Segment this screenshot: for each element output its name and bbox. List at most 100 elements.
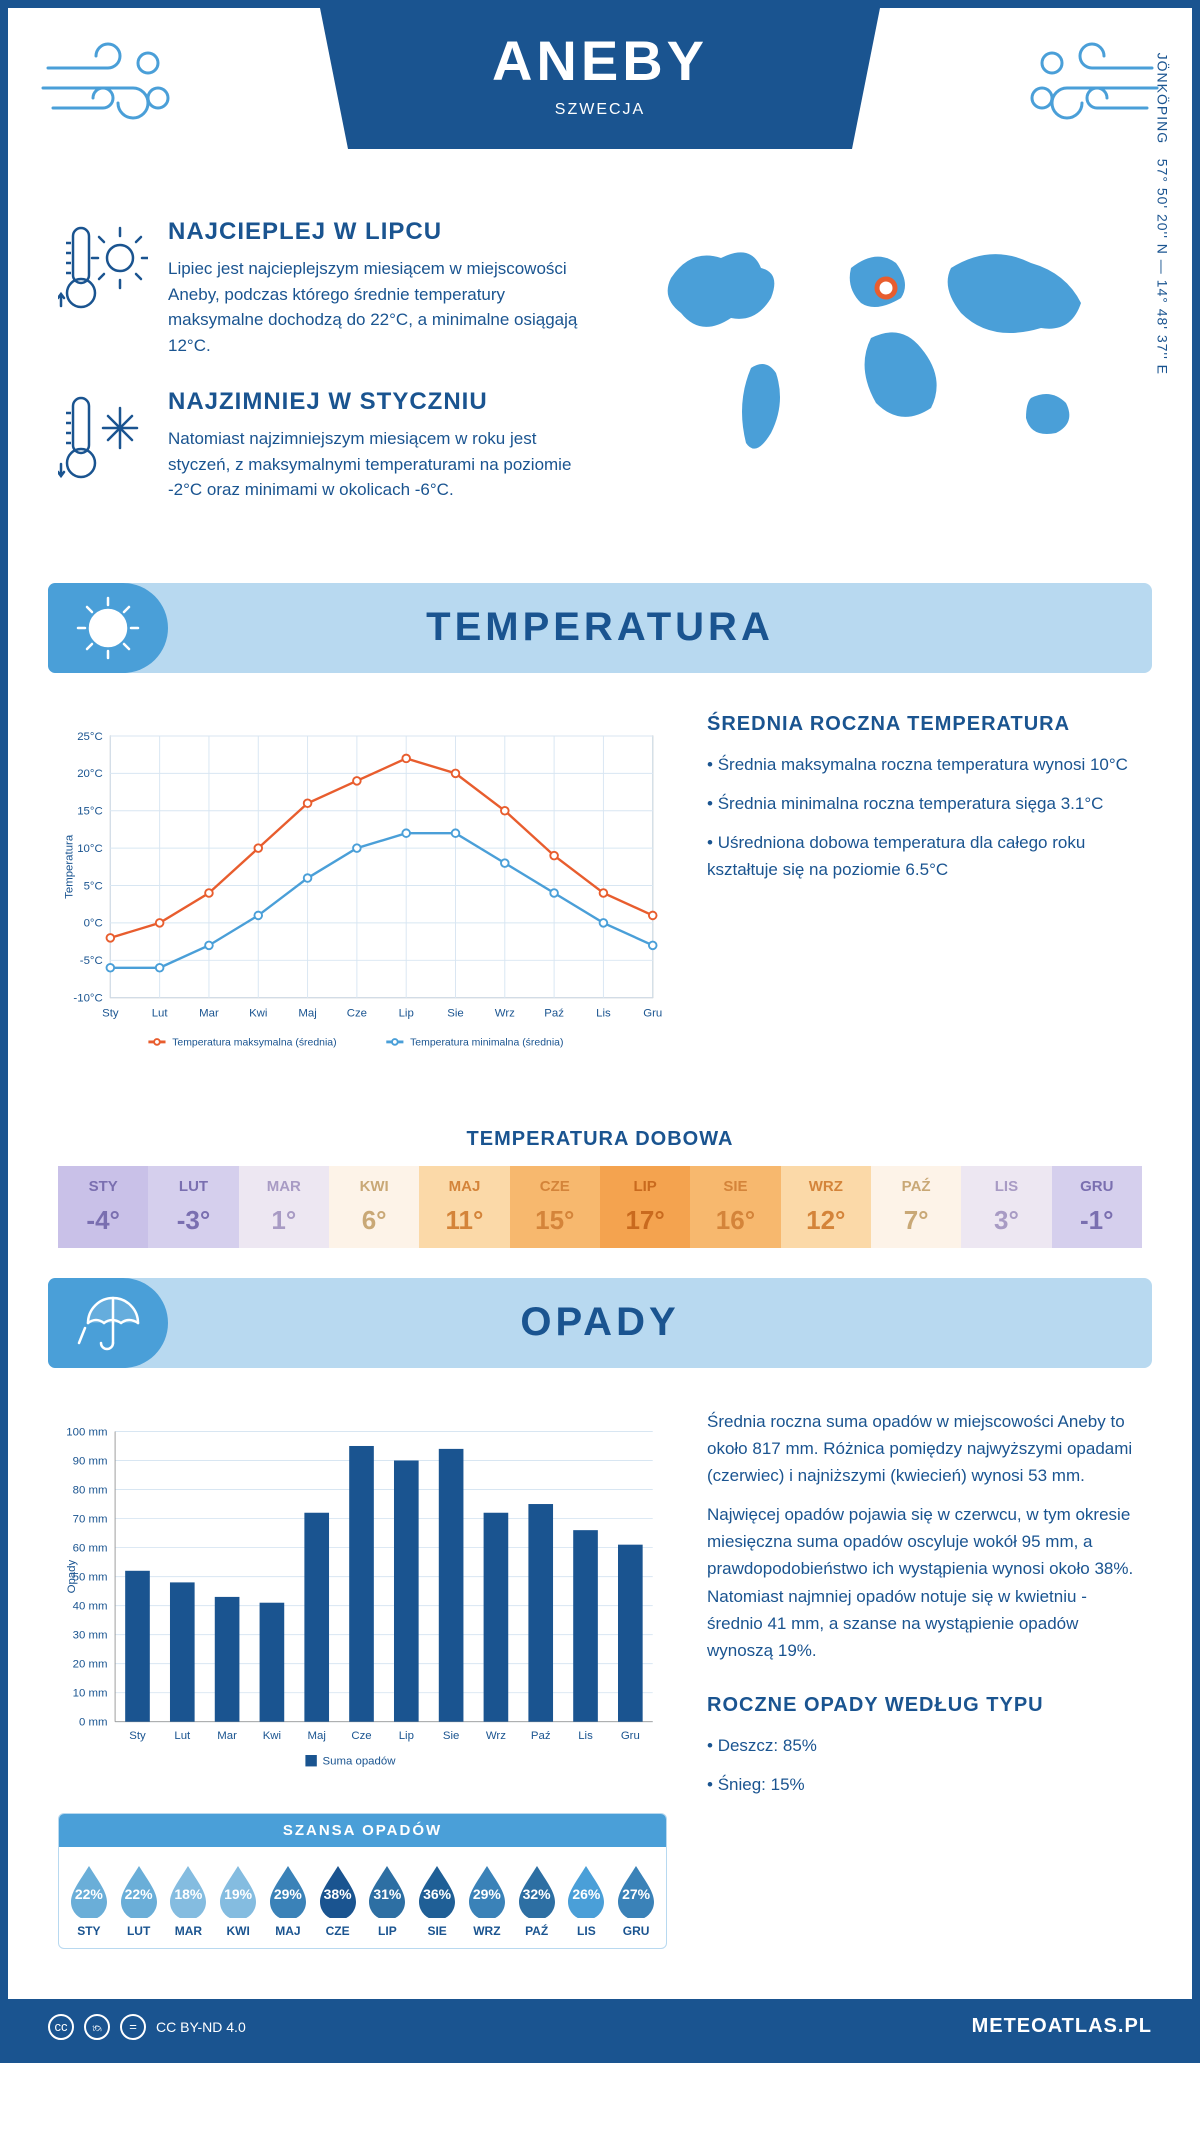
svg-text:25°C: 25°C <box>77 730 103 742</box>
section-title: OPADY <box>48 1300 1152 1345</box>
svg-text:Mar: Mar <box>217 1729 237 1741</box>
svg-text:Temperatura: Temperatura <box>63 834 75 899</box>
license: cc 🙒 = CC BY-ND 4.0 <box>48 2014 246 2040</box>
daily-temp-cell: LUT-3° <box>148 1166 238 1248</box>
by-icon: 🙒 <box>84 2014 110 2040</box>
svg-text:90 mm: 90 mm <box>73 1455 108 1467</box>
daily-temp-cell: LIP17° <box>600 1166 690 1248</box>
daily-temp-cell: WRZ12° <box>781 1166 871 1248</box>
svg-text:60 mm: 60 mm <box>73 1542 108 1554</box>
chance-cell: 36%SIE <box>412 1862 462 1938</box>
svg-text:10 mm: 10 mm <box>73 1687 108 1699</box>
chance-cell: 32%PAŹ <box>512 1862 562 1938</box>
svg-text:Paź: Paź <box>531 1729 551 1741</box>
svg-text:-10°C: -10°C <box>73 992 102 1004</box>
coordinates: JÖNKÖPING 57° 50' 20'' N — 14° 48' 37'' … <box>1154 53 1170 375</box>
chance-cell: 18%MAR <box>164 1862 214 1938</box>
chance-cell: 22%LUT <box>114 1862 164 1938</box>
cc-icon: cc <box>48 2014 74 2040</box>
country-name: SZWECJA <box>320 101 880 119</box>
chance-row: 22%STY22%LUT18%MAR19%KWI29%MAJ38%CZE31%L… <box>59 1847 666 1948</box>
chance-cell: 31%LIP <box>363 1862 413 1938</box>
fact-hot: NAJCIEPLEJ W LIPCU Lipiec jest najcieple… <box>58 218 580 358</box>
nd-icon: = <box>120 2014 146 2040</box>
chance-title: SZANSA OPADÓW <box>59 1814 666 1847</box>
svg-text:0°C: 0°C <box>84 917 103 929</box>
precip-type-title: ROCZNE OPADY WEDŁUG TYPU <box>707 1694 1142 1717</box>
wind-icon <box>38 38 178 138</box>
daily-temp-cell: CZE15° <box>510 1166 600 1248</box>
svg-text:Mar: Mar <box>199 1007 219 1019</box>
svg-text:Lip: Lip <box>399 1729 414 1741</box>
svg-text:100 mm: 100 mm <box>66 1426 107 1438</box>
temp-summary-item: Średnia minimalna roczna temperatura się… <box>707 790 1142 817</box>
city-name: ANEBY <box>320 28 880 93</box>
chance-cell: 19%KWI <box>213 1862 263 1938</box>
world-map <box>620 218 1142 498</box>
svg-text:Lis: Lis <box>596 1007 611 1019</box>
precipitation-content: 0 mm10 mm20 mm30 mm40 mm50 mm60 mm70 mm8… <box>8 1388 1192 1969</box>
temp-summary-item: Uśredniona dobowa temperatura dla całego… <box>707 829 1142 883</box>
chance-cell: 26%LIS <box>562 1862 612 1938</box>
svg-text:Lis: Lis <box>578 1729 593 1741</box>
temp-summary-item: Średnia maksymalna roczna temperatura wy… <box>707 751 1142 778</box>
intro-section: NAJCIEPLEJ W LIPCU Lipiec jest najcieple… <box>8 188 1192 563</box>
daily-temp-cell: GRU-1° <box>1052 1166 1142 1248</box>
svg-text:Temperatura maksymalna (średni: Temperatura maksymalna (średnia) <box>172 1037 336 1048</box>
chance-cell: 29%MAJ <box>263 1862 313 1938</box>
daily-temp-cell: MAJ11° <box>419 1166 509 1248</box>
svg-text:Opady: Opady <box>66 1559 78 1593</box>
svg-text:Sie: Sie <box>443 1729 460 1741</box>
temp-summary-list: Średnia maksymalna roczna temperatura wy… <box>707 751 1142 884</box>
svg-text:20°C: 20°C <box>77 768 103 780</box>
svg-text:10°C: 10°C <box>77 842 103 854</box>
fact-hot-title: NAJCIEPLEJ W LIPCU <box>168 218 580 246</box>
facts-column: NAJCIEPLEJ W LIPCU Lipiec jest najcieple… <box>58 218 580 533</box>
chance-cell: 22%STY <box>64 1862 114 1938</box>
svg-text:40 mm: 40 mm <box>73 1600 108 1612</box>
fact-hot-body: Lipiec jest najcieplejszym miesiącem w m… <box>168 256 580 358</box>
daily-temp-title: TEMPERATURA DOBOWA <box>8 1128 1192 1151</box>
svg-text:Wrz: Wrz <box>486 1729 506 1741</box>
brand: METEOATLAS.PL <box>972 2015 1152 2038</box>
section-title: TEMPERATURA <box>48 605 1152 650</box>
precip-summary-p1: Średnia roczna suma opadów w miejscowośc… <box>707 1408 1142 1490</box>
daily-temp-cell: SIE16° <box>690 1166 780 1248</box>
svg-text:Maj: Maj <box>298 1007 316 1019</box>
svg-text:Gru: Gru <box>621 1729 640 1741</box>
svg-text:Cze: Cze <box>347 1007 367 1019</box>
map-column: JÖNKÖPING 57° 50' 20'' N — 14° 48' 37'' … <box>620 218 1142 533</box>
precipitation-bar-chart: 0 mm10 mm20 mm30 mm40 mm50 mm60 mm70 mm8… <box>58 1408 667 1788</box>
daily-temp-cell: MAR1° <box>239 1166 329 1248</box>
svg-text:5°C: 5°C <box>84 880 103 892</box>
license-text: CC BY-ND 4.0 <box>156 2019 246 2035</box>
daily-temp-cell: PAŹ7° <box>871 1166 961 1248</box>
svg-text:Temperatura minimalna (średnia: Temperatura minimalna (średnia) <box>410 1037 563 1048</box>
svg-text:Lut: Lut <box>152 1007 169 1019</box>
fact-cold-title: NAJZIMNIEJ W STYCZNIU <box>168 388 580 416</box>
svg-text:70 mm: 70 mm <box>73 1513 108 1525</box>
svg-text:Wrz: Wrz <box>495 1007 515 1019</box>
svg-text:Sty: Sty <box>129 1729 146 1741</box>
svg-text:Kwi: Kwi <box>263 1729 281 1741</box>
svg-text:Kwi: Kwi <box>249 1007 267 1019</box>
precip-type-list: Deszcz: 85%Śnieg: 15% <box>707 1732 1142 1798</box>
svg-text:Cze: Cze <box>351 1729 371 1741</box>
header: ANEBY SZWECJA <box>8 8 1192 188</box>
fact-cold-body: Natomiast najzimniejszym miesiącem w rok… <box>168 426 580 503</box>
section-header-precipitation: OPADY <box>48 1278 1152 1368</box>
daily-temp-cell: KWI6° <box>329 1166 419 1248</box>
svg-text:Paź: Paź <box>544 1007 564 1019</box>
chance-panel: SZANSA OPADÓW 22%STY22%LUT18%MAR19%KWI29… <box>58 1813 667 1949</box>
temp-summary-title: ŚREDNIA ROCZNA TEMPERATURA <box>707 713 1142 736</box>
svg-text:-5°C: -5°C <box>80 955 103 967</box>
footer: cc 🙒 = CC BY-ND 4.0 METEOATLAS.PL <box>8 1999 1192 2055</box>
svg-text:30 mm: 30 mm <box>73 1629 108 1641</box>
temperature-content: -10°C -5°C 0°C 5°C 10°C 15°C 20°C 25°C Sty Lut Mar… <box>8 693 1192 1098</box>
svg-text:Gru: Gru <box>643 1007 662 1019</box>
thermometer-hot-icon <box>58 218 148 318</box>
svg-text:15°C: 15°C <box>77 805 103 817</box>
wind-icon <box>1022 38 1162 138</box>
svg-text:Sty: Sty <box>102 1007 119 1019</box>
page: ANEBY SZWECJA NAJCIEPLEJ W LIPCU Lipiec … <box>0 0 1200 2063</box>
